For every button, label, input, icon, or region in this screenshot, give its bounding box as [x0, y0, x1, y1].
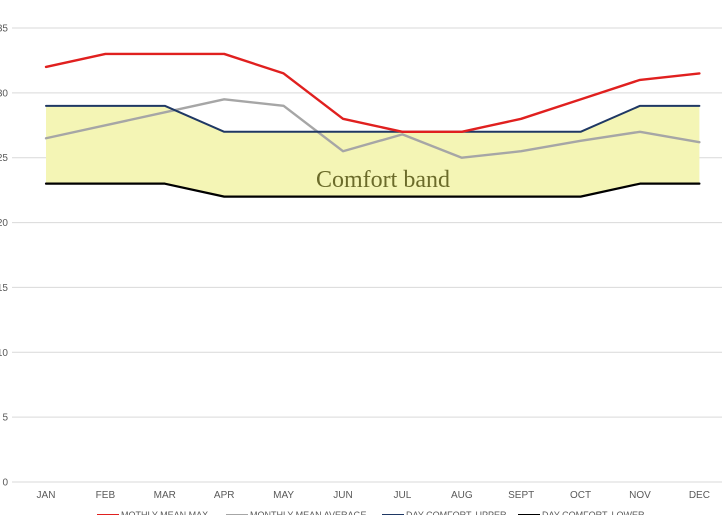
y-tick-label-25: 25	[0, 153, 8, 164]
x-tick-label-dec: DEC	[689, 490, 710, 501]
y-tick-label-0: 0	[2, 478, 8, 489]
gridlines	[12, 27, 722, 483]
series-lines	[44, 52, 701, 198]
x-tick-label-sept: SEPT	[508, 490, 534, 501]
y-tick-label-35: 35	[0, 24, 8, 35]
y-tick-label-15: 15	[0, 283, 8, 294]
x-tick-label-jun: JUN	[333, 490, 352, 501]
x-tick-label-nov: NOV	[629, 490, 651, 501]
series-line-monthly-mean-average	[44, 98, 701, 159]
series-line-mothly-mean-max	[44, 52, 701, 133]
legend-label-0: MOTHLY MEAN MAX	[121, 510, 208, 515]
x-tick-label-oct: OCT	[570, 490, 591, 501]
x-tick-label-apr: APR	[214, 490, 235, 501]
y-tick-label-20: 20	[0, 218, 8, 229]
x-tick-label-feb: FEB	[96, 490, 116, 501]
x-tick-label-may: MAY	[273, 490, 294, 501]
y-tick-label-10: 10	[0, 348, 8, 359]
series-line-day-comfort-lower	[44, 182, 701, 198]
y-axis: 0 5 10 15 20 25 30 35	[0, 24, 8, 489]
comfort-band-area	[46, 105, 700, 197]
legend-label-3: DAY COMFORT, LOWER	[542, 510, 645, 515]
legend-label-2: DAY COMFORT, UPPER	[406, 510, 507, 515]
x-tick-label-mar: MAR	[154, 490, 176, 501]
x-axis: JAN FEB MAR APR MAY JUN JUL AUG SEPT OCT NOV DEC	[37, 490, 710, 501]
legend: MOTHLY MEAN MAX MONTHLY MEAN AVERAGE DAY C…	[97, 510, 645, 515]
y-tick-label-30: 30	[0, 88, 8, 99]
series-line-day-comfort-upper	[45, 104, 701, 133]
comfort-band-label: Comfort band	[316, 167, 450, 193]
x-tick-label-jul: JUL	[394, 490, 412, 501]
y-tick-label-5: 5	[2, 413, 8, 424]
legend-label-1: MONTHLY MEAN AVERAGE	[250, 510, 367, 515]
comfort-band	[46, 105, 700, 197]
x-tick-label-aug: AUG	[451, 490, 473, 501]
x-tick-label-jan: JAN	[37, 490, 56, 501]
